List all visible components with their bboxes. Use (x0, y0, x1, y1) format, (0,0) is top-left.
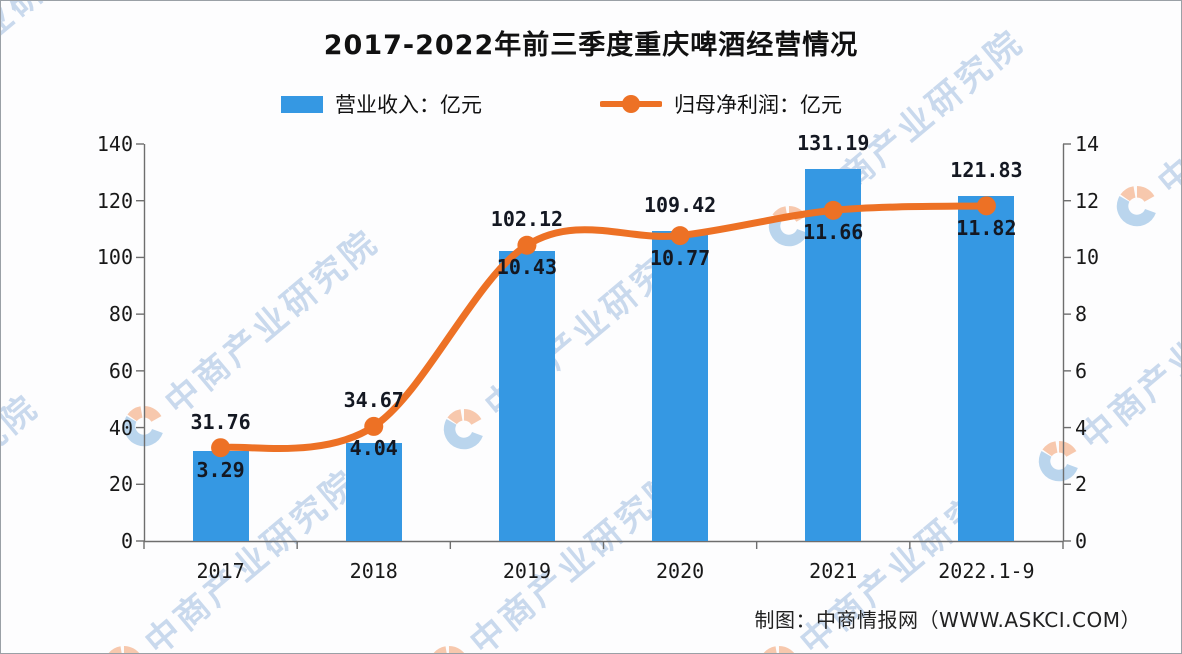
line-value-label: 10.43 (496, 255, 558, 280)
x-axis-label: 2021 (809, 559, 858, 583)
right-axis-tick: 14 (1075, 132, 1100, 156)
line-value-label: 11.66 (803, 220, 864, 245)
x-axis-label: 2017 (196, 559, 245, 583)
legend-label-profit: 归母净利润：亿元 (674, 93, 842, 117)
line-marker (364, 416, 384, 436)
bar-value-label: 31.76 (190, 409, 251, 434)
left-axis-tick: 20 (108, 472, 133, 497)
x-axis-label: 2019 (502, 559, 551, 583)
left-axis-tick: 60 (108, 358, 133, 383)
line-marker (211, 438, 231, 458)
legend: 营业收入：亿元 归母净利润：亿元 (281, 89, 842, 119)
line-marker (670, 226, 690, 246)
revenue-bar (345, 442, 402, 541)
revenue-bar (192, 450, 249, 541)
revenue-bar (498, 251, 555, 541)
line-value-label: 11.82 (956, 215, 1017, 240)
left-axis-tick: 80 (108, 302, 133, 327)
revenue-bar (805, 168, 862, 541)
source-credit: 制图：中商情报网（WWW.ASKCI.COM） (754, 608, 1141, 632)
left-axis-tick: 120 (96, 188, 133, 213)
legend-item-profit: 归母净利润：亿元 (600, 89, 842, 119)
line-marker (823, 200, 843, 220)
line-marker (517, 235, 537, 255)
bar-series-swatch (281, 95, 323, 113)
x-axis-label: 2020 (655, 559, 705, 583)
bar-value-label: 34.67 (343, 388, 404, 413)
left-axis-tick: 0 (120, 529, 133, 553)
bar-value-label: 109.42 (643, 192, 717, 217)
legend-label-revenue: 营业收入：亿元 (335, 93, 482, 117)
line-value-label: 4.04 (349, 436, 398, 461)
legend-item-revenue: 营业收入：亿元 (281, 89, 482, 119)
chart-title: 2017-2022年前三季度重庆啤酒经营情况 (323, 30, 859, 61)
line-series-swatch (600, 95, 662, 113)
bar-value-label: 102.12 (490, 207, 564, 232)
bar-value-label: 121.83 (950, 157, 1023, 182)
x-axis-label: 2018 (349, 559, 398, 583)
right-axis-tick: 10 (1075, 245, 1100, 270)
revenue-bar (652, 230, 709, 541)
right-axis-tick: 12 (1075, 188, 1100, 213)
bar-value-label: 131.19 (797, 130, 870, 155)
right-axis-tick: 4 (1075, 415, 1088, 440)
right-axis-tick: 6 (1075, 358, 1088, 383)
line-value-label: 10.77 (649, 245, 711, 270)
right-axis-tick: 0 (1075, 529, 1088, 553)
line-value-label: 3.29 (196, 457, 245, 482)
x-axis-label: 2022.1-9 (938, 559, 1035, 583)
revenue-bar (958, 195, 1015, 541)
left-axis-tick: 100 (96, 245, 133, 270)
right-axis-tick: 8 (1075, 302, 1088, 327)
left-axis-tick: 140 (96, 132, 133, 156)
line-marker (976, 196, 996, 216)
